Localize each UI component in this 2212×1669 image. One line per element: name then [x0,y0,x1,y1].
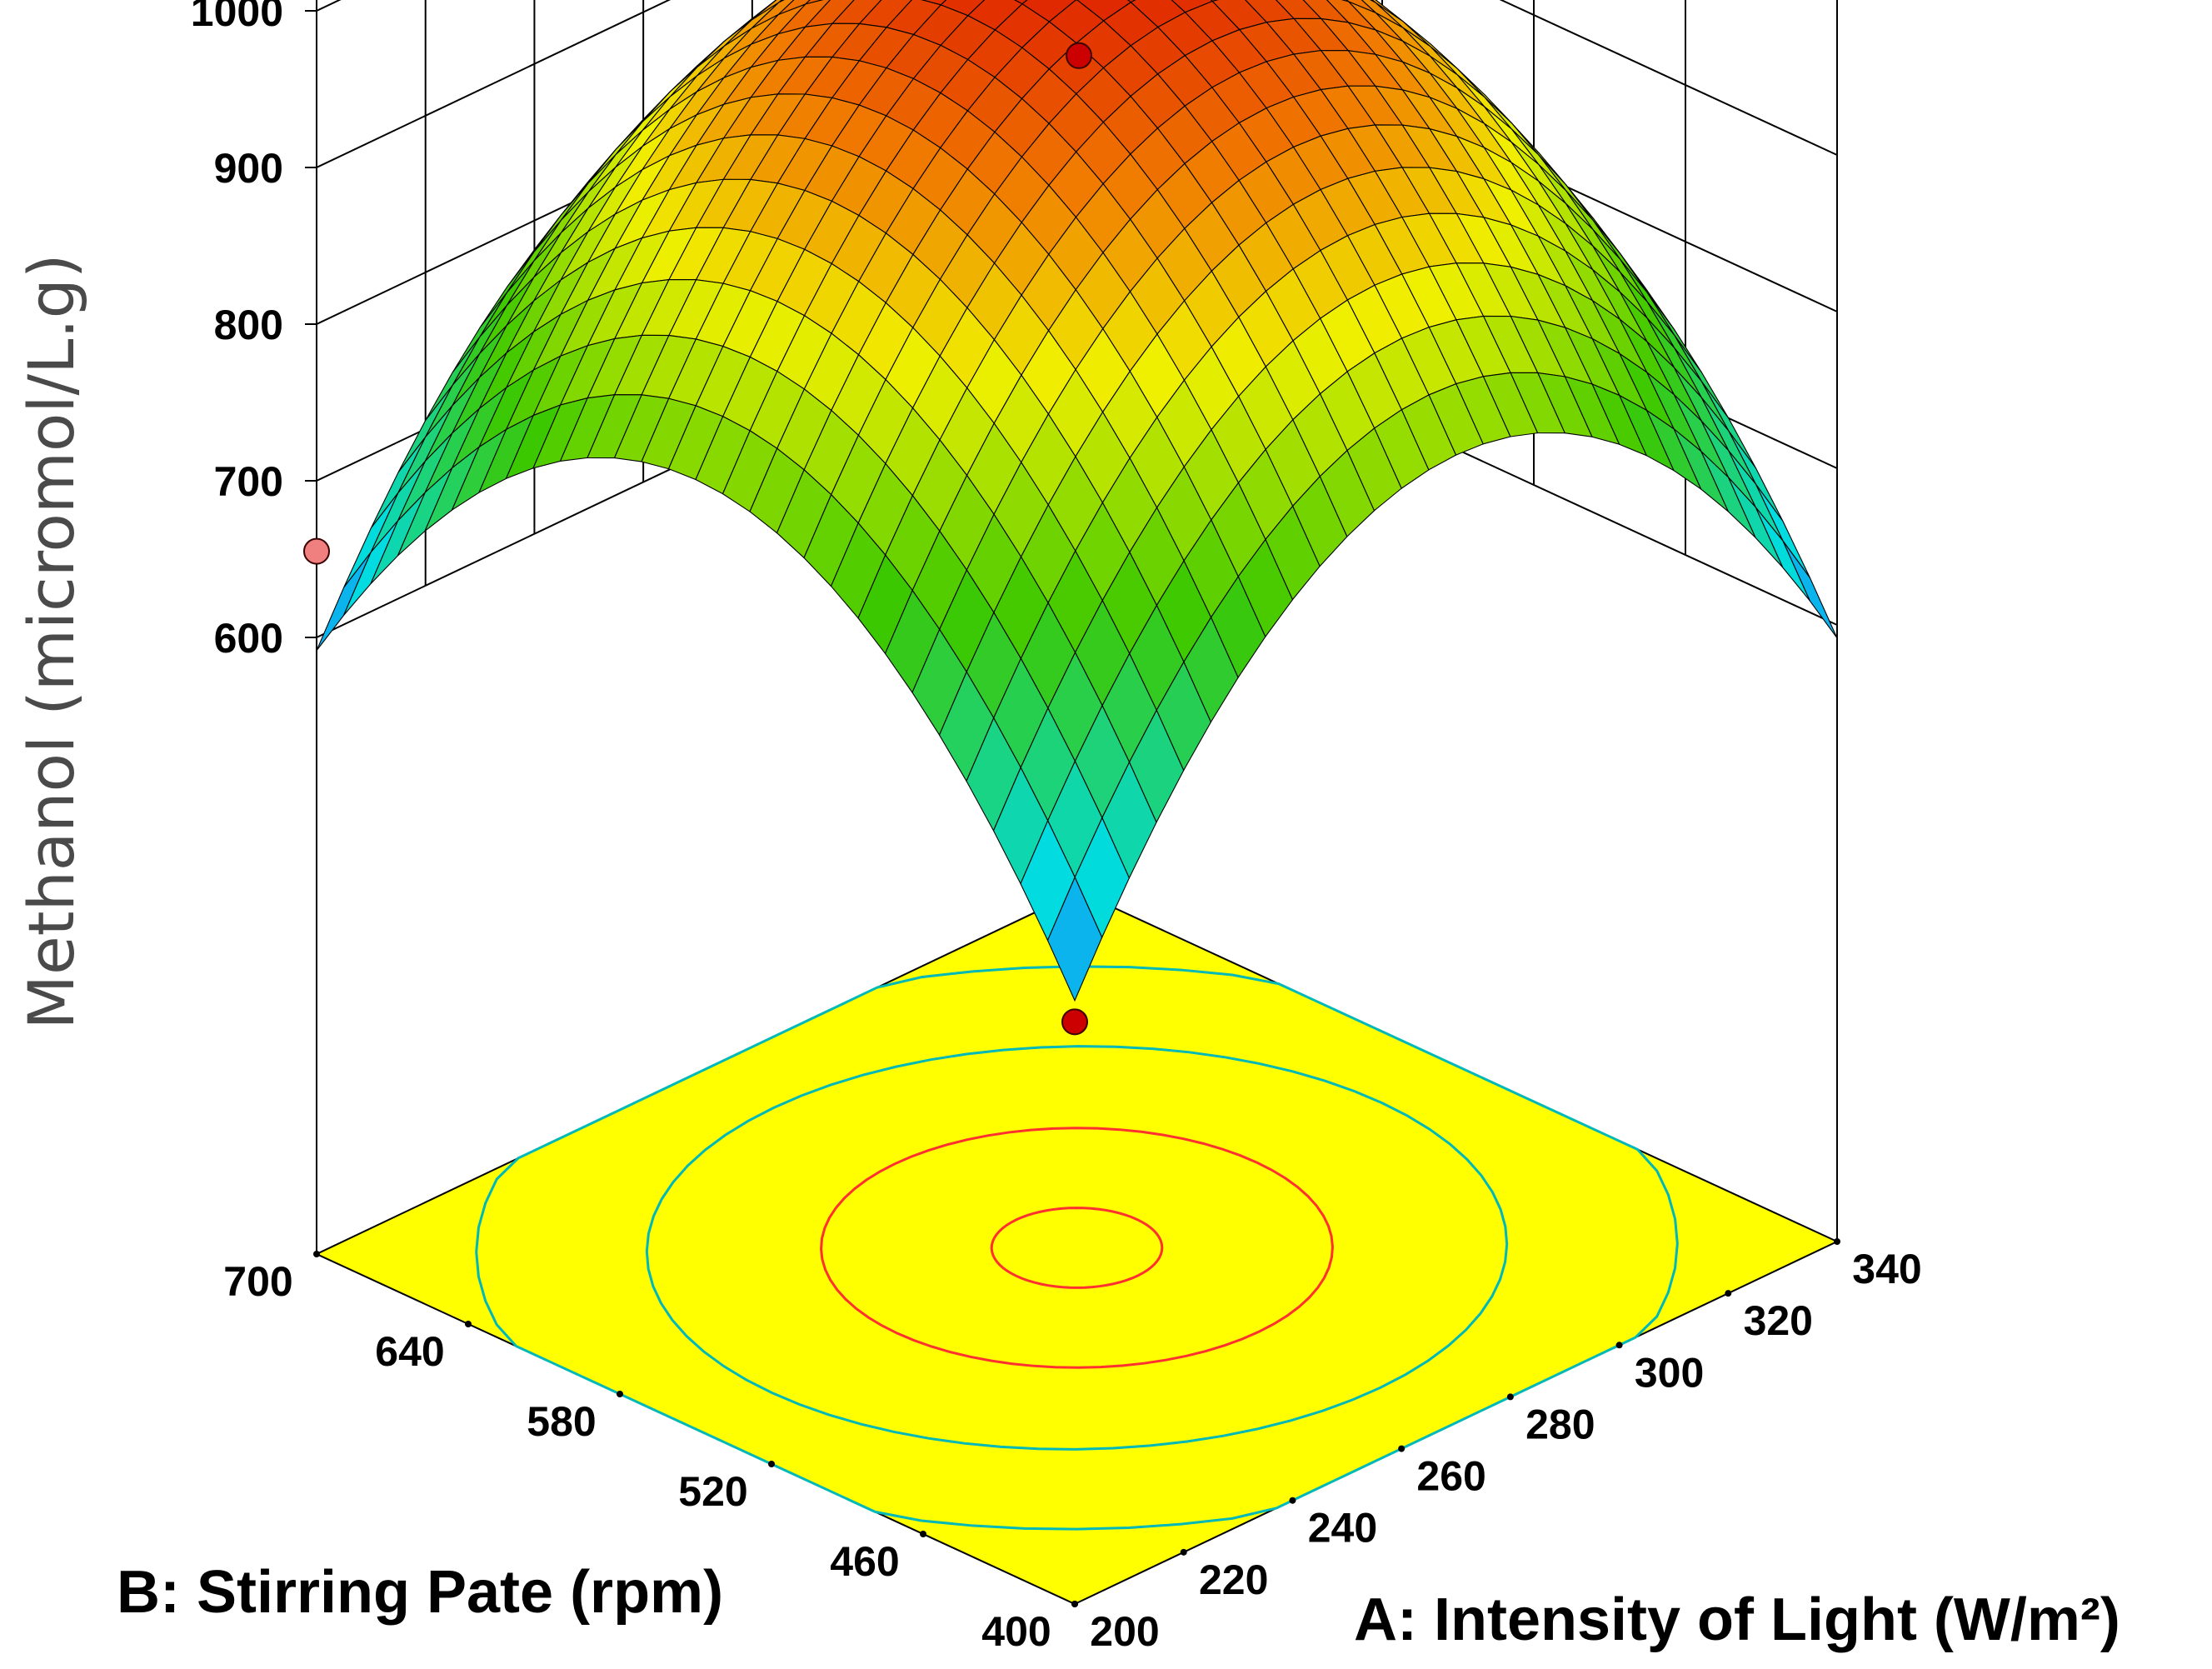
b-tick-mark [313,1251,320,1257]
tick-labels: 6007008009001000110020022024026028030032… [191,0,1922,1655]
contour-outer [645,1045,1509,1451]
b-tick-label: 580 [527,1398,596,1445]
b-tick-label: 520 [678,1468,747,1515]
contour-inner [990,1207,1164,1289]
b-tick-mark [617,1391,623,1397]
z-tick-label: 800 [214,302,283,348]
floor-contours [475,965,1679,1531]
a-tick-mark [1615,1342,1623,1349]
a-tick-mark [1289,1497,1296,1504]
z-tick-label: 900 [214,145,283,192]
a-tick-mark [1834,1238,1840,1245]
gridline-z [316,0,1838,168]
a-tick-mark [1398,1445,1406,1452]
contour-edge [475,965,1679,1531]
x-axis-title: A: Intensity of Light (W/m²) [1354,1587,2120,1653]
b-tick-label: 640 [375,1328,444,1375]
b-tick-label: 460 [830,1538,899,1585]
contour-middle [820,1127,1334,1369]
z-tick-label: 1000 [191,0,283,35]
z-tick-label: 600 [214,615,283,662]
a-tick-mark [1180,1548,1187,1556]
design-points [303,42,1092,1036]
y-axis-title: B: Stirring Pate (rpm) [117,1559,723,1626]
a-tick-mark [1506,1393,1514,1401]
b-tick-mark [920,1531,926,1537]
a-tick-mark [1725,1290,1732,1297]
b-tick-mark [768,1461,775,1467]
design-point [1061,1008,1088,1036]
b-tick-label: 400 [981,1608,1051,1655]
design-point [1066,42,1092,69]
surface-cell [316,552,372,652]
design-point [303,537,330,565]
floor-quad [314,890,1840,1606]
response-surface [316,0,1838,1002]
surface-cell [1046,876,1103,1002]
a-tick-label: 200 [1090,1608,1159,1655]
floor-plane [314,890,1840,1606]
a-tick-label: 340 [1852,1246,1921,1292]
b-tick-label: 700 [223,1258,292,1305]
a-tick-label: 220 [1199,1557,1268,1603]
z-tick-label: 700 [214,458,283,505]
surface-cell [1782,540,1838,639]
a-tick-label: 280 [1525,1401,1595,1447]
a-tick-label: 300 [1635,1349,1704,1396]
z-axis-title: Methanol (micromol/L.g) [14,253,88,1029]
b-tick-mark [465,1321,472,1327]
surface-cell [1013,0,1028,5]
a-tick-label: 260 [1416,1453,1485,1500]
a-tick-label: 320 [1744,1297,1813,1344]
b-tick-mark [1071,1601,1078,1607]
a-tick-label: 240 [1308,1505,1377,1552]
